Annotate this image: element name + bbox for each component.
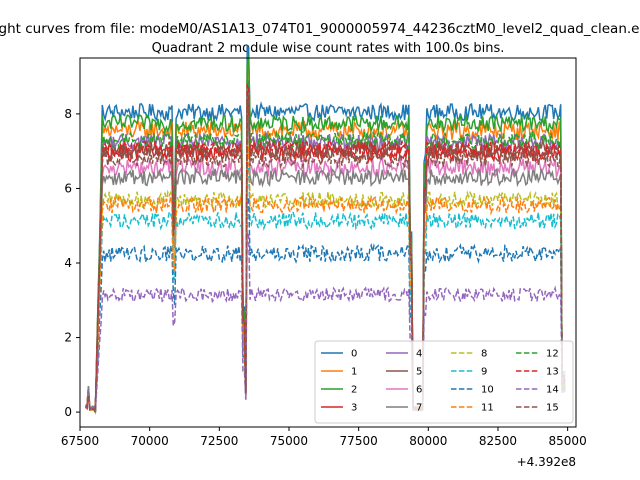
legend-label: 4	[416, 349, 422, 360]
x-tick-label: 75000	[270, 434, 308, 448]
legend-label: 8	[481, 349, 487, 360]
series-line-7	[85, 113, 566, 413]
plot-area	[84, 43, 566, 415]
y-tick-label: 6	[64, 181, 72, 195]
legend-label: 9	[481, 367, 487, 378]
series-line-12	[85, 80, 566, 413]
series-line-14	[85, 231, 566, 413]
series-line-15	[85, 94, 566, 413]
legend-label: 1	[351, 367, 357, 378]
legend-label: 2	[351, 385, 357, 396]
figure-suptitle: Light curves from file: modeM0/AS1A13_07…	[0, 21, 640, 37]
y-tick-label: 8	[64, 107, 72, 121]
series-line-10	[85, 196, 566, 413]
x-tick-label: 80000	[409, 434, 447, 448]
x-tick-label: 70000	[131, 434, 169, 448]
legend-label: 15	[546, 403, 559, 414]
x-tick-label: 82500	[479, 434, 517, 448]
chart-title: Quadrant 2 module wise count rates with …	[152, 41, 505, 56]
y-tick-label: 4	[64, 256, 72, 270]
legend-label: 13	[546, 367, 559, 378]
series-line-11	[85, 147, 566, 415]
legend-label: 14	[546, 385, 559, 396]
x-tick-label: 72500	[200, 434, 238, 448]
y-tick-label: 2	[64, 331, 72, 345]
x-axis-offset-label: +4.392e8	[517, 455, 576, 469]
x-tick-label: 67500	[61, 434, 99, 448]
axes-frame	[79, 57, 577, 428]
legend-label: 6	[416, 385, 422, 396]
legend-label: 3	[351, 403, 357, 414]
series-line-13	[84, 83, 566, 413]
legend-label: 11	[481, 403, 494, 414]
legend-label: 0	[351, 349, 357, 360]
y-axis: 0 2 4 6 8	[64, 107, 80, 419]
x-tick-label: 85000	[549, 434, 587, 448]
series-line-2	[85, 56, 566, 415]
series-line-0	[85, 43, 566, 413]
legend-label: 5	[416, 367, 422, 378]
legend-label: 12	[546, 349, 559, 360]
x-tick-label: 77500	[340, 434, 378, 448]
series-line-9	[85, 160, 566, 413]
x-axis: 67500 70000 72500 75000 77500 80000 82500 85000	[61, 427, 587, 448]
legend-box	[314, 340, 574, 424]
y-tick-label: 0	[64, 405, 72, 419]
legend-label: 7	[416, 403, 422, 414]
legend-label: 10	[481, 385, 494, 396]
